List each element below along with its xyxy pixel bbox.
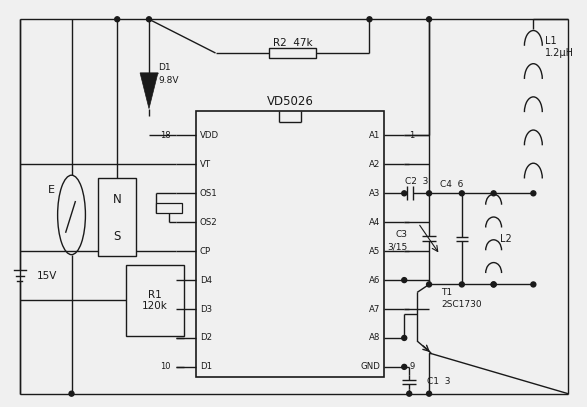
- Bar: [99, 178, 136, 256]
- Text: 1.2μH: 1.2μH: [545, 48, 574, 58]
- Polygon shape: [140, 73, 158, 109]
- Text: 1: 1: [409, 131, 414, 140]
- Circle shape: [531, 191, 536, 196]
- Text: 15V: 15V: [37, 271, 57, 280]
- Text: A7: A7: [369, 304, 380, 313]
- Text: OS1: OS1: [200, 189, 217, 198]
- Text: A5: A5: [369, 247, 380, 256]
- Text: C3: C3: [395, 230, 407, 239]
- Circle shape: [427, 17, 431, 22]
- Circle shape: [460, 191, 464, 196]
- Circle shape: [147, 17, 151, 22]
- Text: N: N: [113, 193, 122, 206]
- Text: CP: CP: [200, 247, 211, 256]
- Text: A6: A6: [369, 276, 380, 284]
- Circle shape: [427, 191, 431, 196]
- Circle shape: [491, 191, 496, 196]
- Text: R2  47k: R2 47k: [273, 38, 312, 48]
- Circle shape: [460, 282, 464, 287]
- Text: 10: 10: [160, 362, 171, 371]
- Text: A8: A8: [369, 333, 380, 342]
- Text: T1: T1: [441, 288, 452, 297]
- Text: L2: L2: [500, 234, 511, 244]
- Bar: [126, 265, 184, 336]
- Circle shape: [407, 391, 411, 396]
- Text: E: E: [48, 185, 55, 195]
- Circle shape: [531, 282, 536, 287]
- Text: D3: D3: [200, 304, 212, 313]
- Text: A3: A3: [369, 189, 380, 198]
- Bar: [156, 203, 182, 213]
- Text: VD5026: VD5026: [266, 95, 313, 108]
- Circle shape: [367, 17, 372, 22]
- Text: S: S: [113, 230, 121, 243]
- Text: GND: GND: [360, 362, 380, 371]
- Text: C4  6: C4 6: [440, 180, 464, 189]
- Text: A2: A2: [369, 160, 380, 169]
- Circle shape: [402, 364, 407, 370]
- Text: A1: A1: [369, 131, 380, 140]
- Text: VT: VT: [200, 160, 211, 169]
- Text: C2  3: C2 3: [405, 177, 429, 186]
- Circle shape: [402, 278, 407, 282]
- Circle shape: [114, 17, 120, 22]
- Text: D1: D1: [200, 362, 212, 371]
- Bar: [269, 48, 316, 59]
- Circle shape: [69, 391, 74, 396]
- Text: A4: A4: [369, 218, 380, 227]
- Text: R1
120k: R1 120k: [142, 289, 168, 311]
- Circle shape: [402, 335, 407, 340]
- Text: 2SC1730: 2SC1730: [441, 300, 481, 309]
- Text: C1  3: C1 3: [427, 377, 451, 386]
- Text: 3/15: 3/15: [387, 242, 407, 252]
- Circle shape: [491, 282, 496, 287]
- Text: D4: D4: [200, 276, 212, 284]
- Circle shape: [402, 191, 407, 196]
- Text: D2: D2: [200, 333, 212, 342]
- Text: L1: L1: [545, 36, 557, 46]
- Text: OS2: OS2: [200, 218, 217, 227]
- Circle shape: [427, 391, 431, 396]
- Text: 9: 9: [409, 362, 414, 371]
- Circle shape: [491, 282, 496, 287]
- Bar: [195, 111, 384, 377]
- Text: D1: D1: [158, 63, 171, 72]
- Text: 9.8V: 9.8V: [158, 77, 178, 85]
- Circle shape: [427, 282, 431, 287]
- Text: 18: 18: [160, 131, 171, 140]
- Text: VDD: VDD: [200, 131, 219, 140]
